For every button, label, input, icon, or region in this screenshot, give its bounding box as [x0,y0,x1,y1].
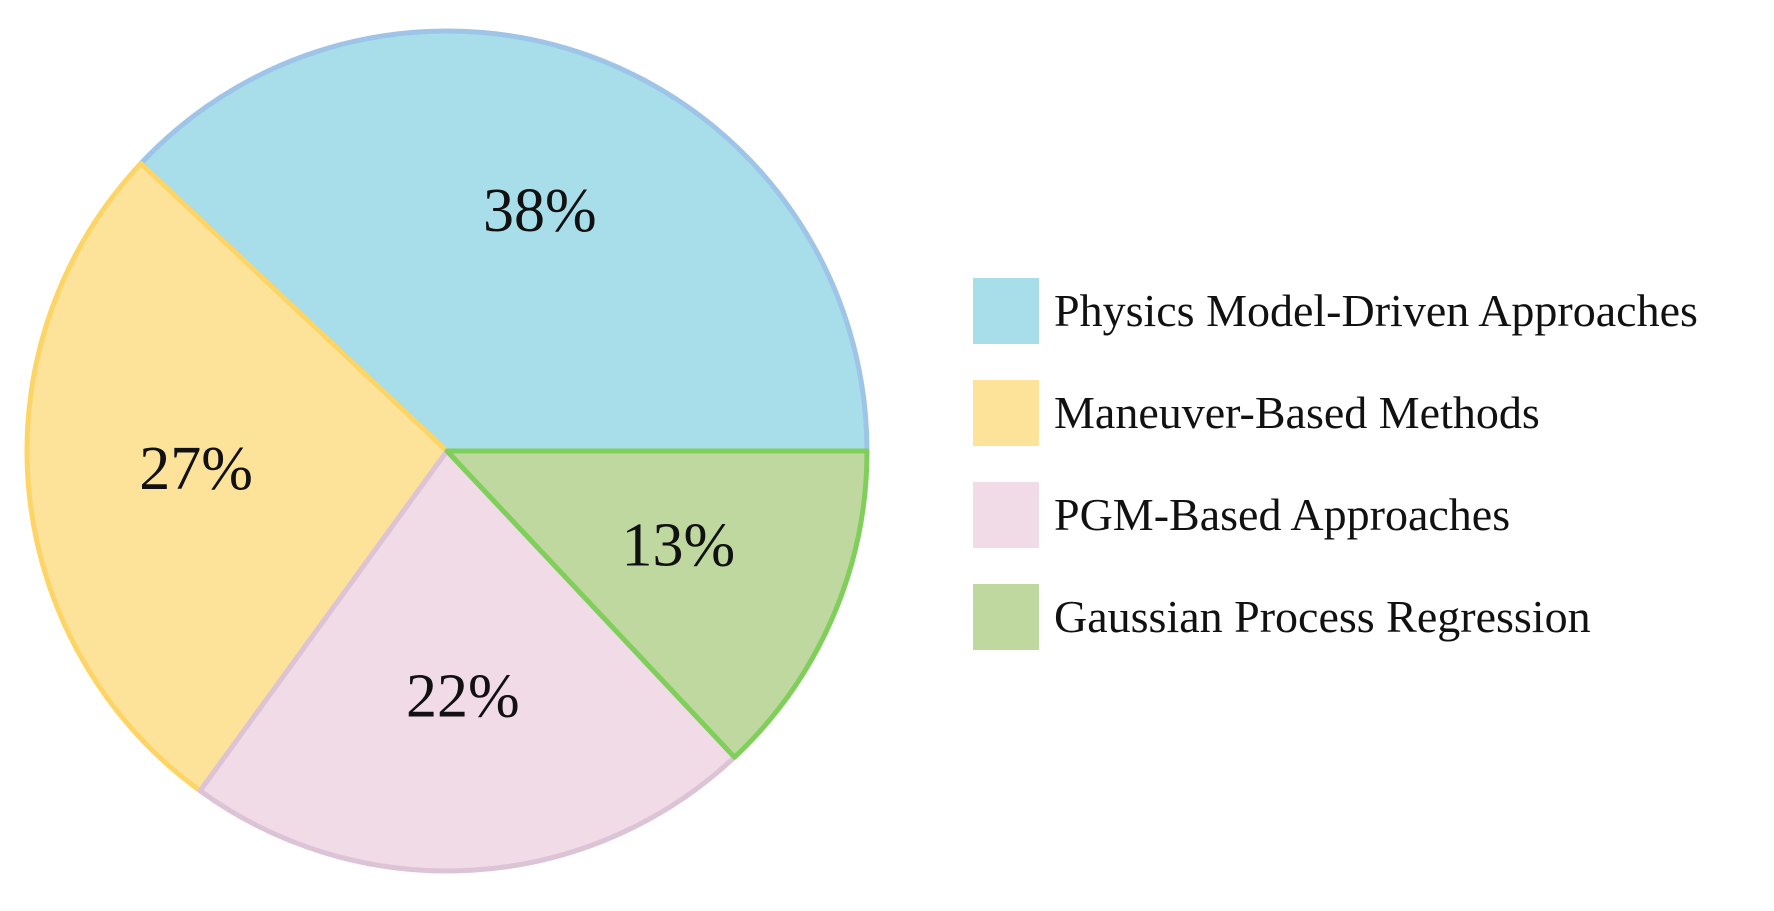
legend-swatch [973,278,1039,344]
legend-swatch [973,380,1039,446]
slice-label: 27% [139,435,253,503]
legend-item-pgm-based: PGM-Based Approaches [973,482,1698,548]
legend-item-gaussian-process: Gaussian Process Regression [973,584,1698,650]
pie-slice-pgm-based-approaches [197,448,738,874]
legend-label: Maneuver-Based Methods [1054,387,1540,438]
legend-item-maneuver-based: Maneuver-Based Methods [973,380,1698,446]
legend-label: Gaussian Process Regression [1054,591,1591,642]
slice-label: 22% [406,663,520,731]
pie-slice-maneuver-based-methods [24,160,450,794]
slice-label: 13% [621,511,735,579]
legend-swatch [973,482,1039,548]
slice-label: 38% [483,177,597,245]
pie-slice-physics-model-driven-approaches [138,28,870,454]
pie-slice-gaussian-process-regression [444,448,870,760]
legend-label: Physics Model-Driven Approaches [1054,285,1698,336]
legend-label: PGM-Based Approaches [1054,489,1511,540]
legend-item-physics-model-driven: Physics Model-Driven Approaches [973,278,1698,344]
legend: Physics Model-Driven Approaches Maneuver… [973,278,1698,686]
legend-swatch [973,584,1039,650]
